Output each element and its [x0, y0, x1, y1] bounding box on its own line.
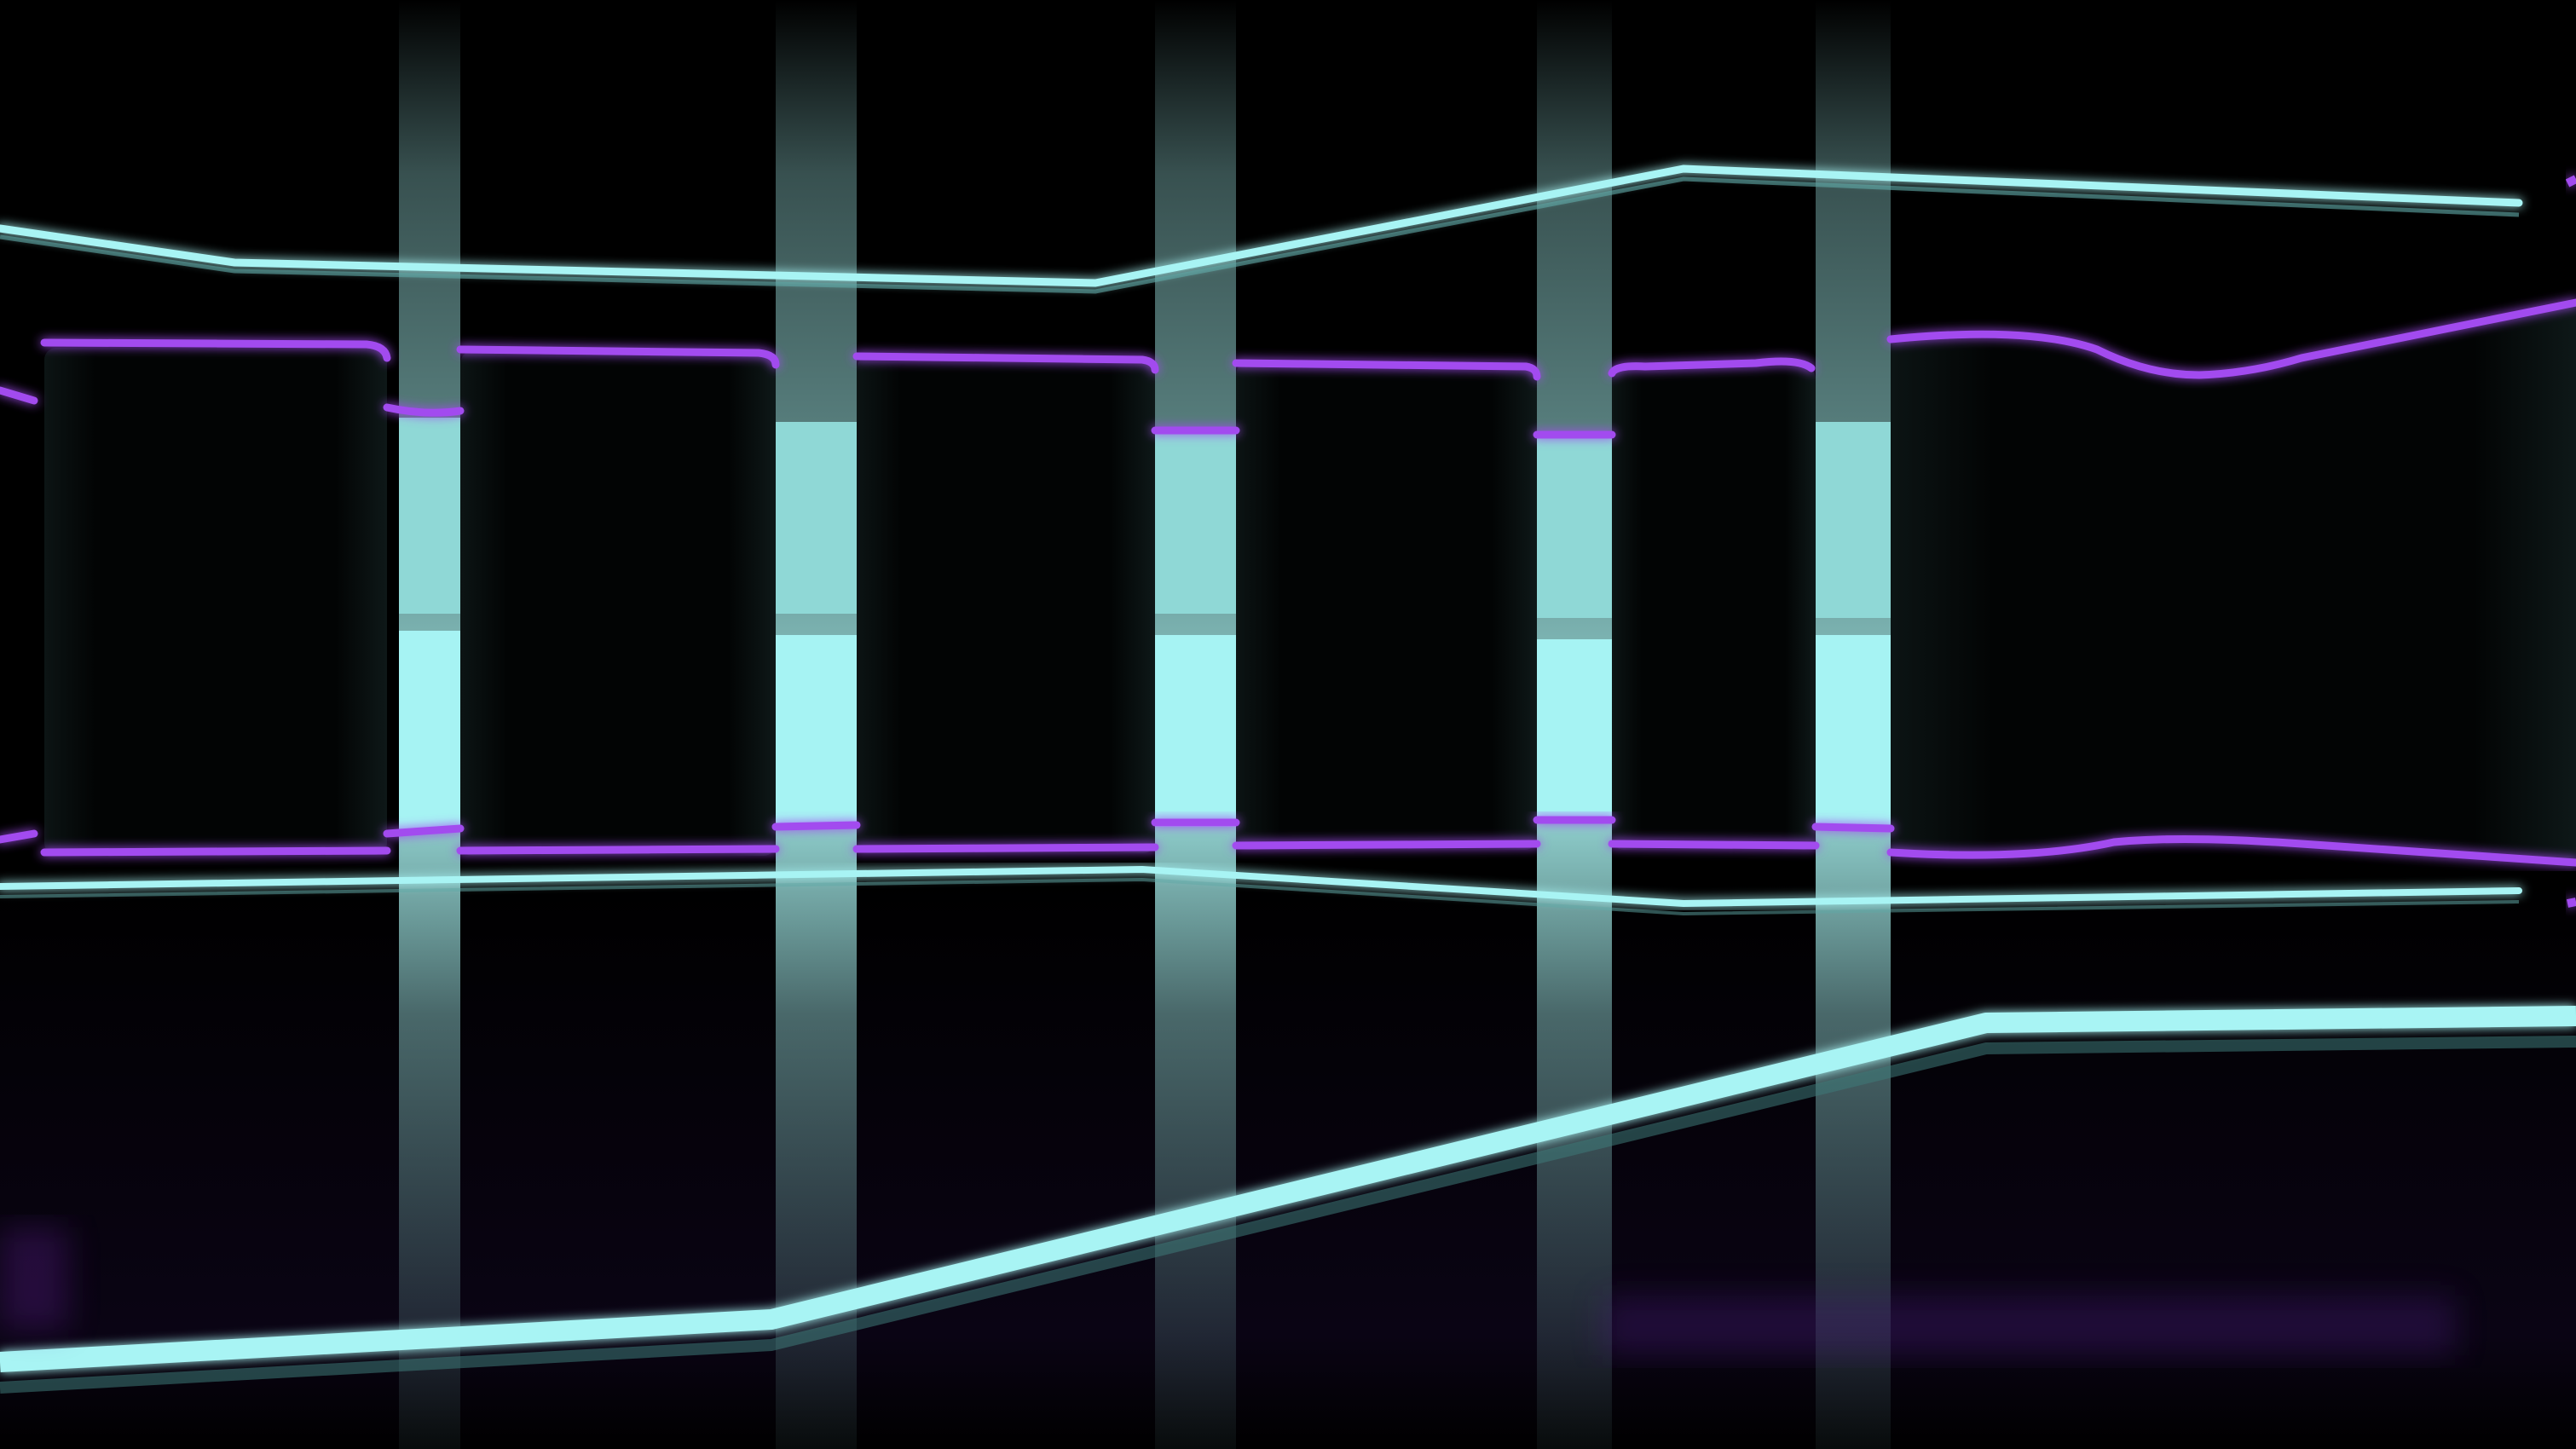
- purple-bottom-bands: [0, 816, 2576, 867]
- purple-band: [383, 824, 465, 838]
- wall-panel: [1236, 362, 1537, 850]
- mid-cyan-rail: [0, 865, 2522, 908]
- purple-reflection: [1603, 1296, 2455, 1355]
- right-edge-accent: [2565, 175, 2576, 908]
- purple-band: [852, 843, 1159, 853]
- window-slot: [1155, 635, 1236, 827]
- top-cyan-rail-shadow: [0, 176, 2520, 294]
- window-slot: [1816, 635, 1891, 827]
- window-slots: [399, 418, 1891, 831]
- purple-band: [1232, 840, 1541, 850]
- purple-top-bands: [0, 298, 2576, 439]
- purple-band: [456, 845, 780, 855]
- purple-band: [852, 352, 1159, 374]
- window-slot: [1537, 639, 1612, 823]
- window-slot: [1155, 430, 1236, 614]
- window-slot: [399, 631, 460, 831]
- wall-panel: [460, 351, 776, 856]
- wall-panel: [44, 348, 387, 855]
- purple-band: [456, 345, 780, 369]
- purple-band: [40, 846, 391, 857]
- wall-panel: [1612, 367, 1816, 850]
- purple-band: [1608, 840, 1820, 850]
- purple-reflection: [0, 1227, 68, 1330]
- purple-band: [771, 821, 861, 831]
- purple-band: [1608, 357, 1816, 378]
- window-slot: [399, 418, 460, 614]
- purple-band: [1811, 823, 1895, 833]
- window-slot: [776, 422, 857, 614]
- purple-band: [0, 386, 38, 405]
- front-cyan-rail-reflection: [0, 1036, 2576, 1394]
- top-cyan-rail: [0, 165, 2523, 287]
- wall-panel-curved: [1891, 303, 2576, 861]
- window-slot: [1537, 435, 1612, 618]
- window-slot: [776, 635, 857, 827]
- purple-band: [1886, 298, 2576, 379]
- wall-panel: [857, 356, 1155, 853]
- window-slot: [1816, 422, 1891, 618]
- mid-cyan-rail-shadow: [0, 877, 2520, 916]
- purple-band: [40, 338, 391, 362]
- purple-band: [1232, 359, 1541, 381]
- floor-reflections: [0, 1227, 2455, 1355]
- purple-band: [383, 403, 465, 417]
- purple-band: [1886, 834, 2576, 867]
- front-cyan-rail: [0, 1006, 2576, 1372]
- wall-panels: [44, 303, 2576, 861]
- purple-band: [0, 829, 38, 844]
